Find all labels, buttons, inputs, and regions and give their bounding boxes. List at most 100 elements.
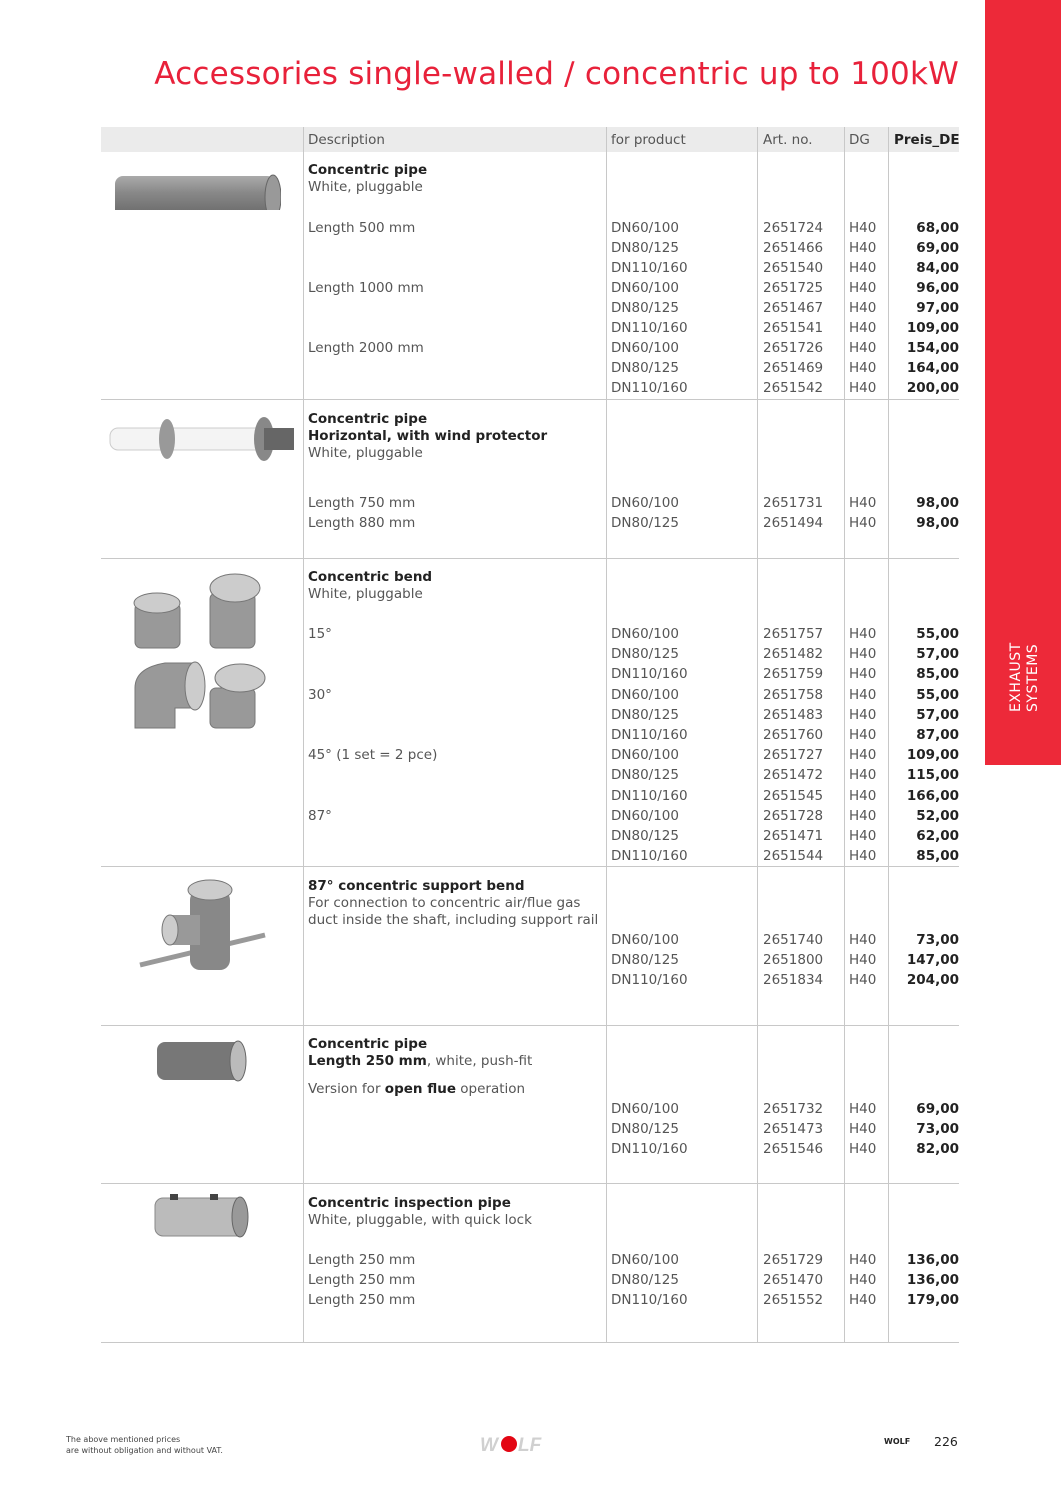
- row-product: DN110/160: [611, 727, 688, 743]
- row-dg: H40: [849, 1101, 877, 1117]
- row-art-no: 2651473: [763, 1121, 824, 1137]
- table-row: DN80/125 2651473 H40 73,00: [0, 1121, 960, 1141]
- row-price: 136,00: [906, 1252, 959, 1268]
- row-product: DN110/160: [611, 972, 688, 988]
- row-divider: [101, 1342, 959, 1343]
- product-title: Concentric pipe: [308, 162, 428, 178]
- row-dg: H40: [849, 952, 877, 968]
- row-art-no: 2651546: [763, 1141, 824, 1157]
- row-art-no: 2651834: [763, 972, 824, 988]
- row-art-no: 2651494: [763, 515, 824, 531]
- row-art-no: 2651727: [763, 747, 824, 764]
- row-product: DN80/125: [611, 828, 679, 844]
- row-dg: H40: [849, 220, 877, 236]
- row-price: 69,00: [916, 240, 959, 256]
- row-divider: [101, 399, 959, 400]
- row-dg: H40: [849, 727, 877, 743]
- table-row: Length 1000 mm DN60/100 2651725 H40 96,00: [0, 280, 960, 300]
- row-dg: H40: [849, 320, 877, 336]
- row-art-no: 2651757: [763, 626, 824, 642]
- row-product: DN80/125: [611, 1272, 679, 1288]
- note-line: The above mentioned prices: [66, 1435, 181, 1444]
- column-divider: [888, 127, 889, 1342]
- description-part: Length 250 mm: [308, 1053, 427, 1069]
- row-art-no: 2651552: [763, 1292, 824, 1308]
- row-price: 164,00: [906, 360, 959, 376]
- row-product: DN80/125: [611, 952, 679, 968]
- table-row: DN80/125 2651471 H40 62,00: [0, 828, 960, 848]
- table-header: Description for product Art. no. DG Prei…: [101, 127, 960, 152]
- row-price: 98,00: [916, 515, 959, 531]
- row-product: DN60/100: [611, 807, 679, 824]
- row-dg: H40: [849, 260, 877, 276]
- row-product: DN110/160: [611, 848, 688, 865]
- description-part: operation: [455, 1081, 526, 1097]
- row-divider: [101, 866, 959, 867]
- row-product: DN60/100: [611, 1252, 679, 1268]
- row-dg: H40: [849, 1121, 877, 1137]
- row-art-no: 2651800: [763, 952, 824, 968]
- row-dg: H40: [849, 300, 877, 316]
- row-art-no: 2651472: [763, 767, 824, 784]
- row-dg: H40: [849, 1252, 877, 1268]
- table-row: DN110/160 2651760 H40 87,00: [0, 727, 960, 747]
- row-description: Length 880 mm: [308, 515, 416, 531]
- row-art-no: 2651731: [763, 495, 824, 511]
- row-product: DN60/100: [611, 495, 679, 511]
- row-dg: H40: [849, 828, 877, 844]
- description-part: Version for: [308, 1081, 385, 1097]
- support-bend-image: [135, 870, 275, 994]
- row-dg: H40: [849, 626, 877, 642]
- row-dg: H40: [849, 340, 877, 356]
- row-product: DN60/100: [611, 932, 679, 948]
- table-row: DN110/160 2651546 H40 82,00: [0, 1141, 960, 1161]
- row-art-no: 2651470: [763, 1272, 824, 1288]
- row-description: Length 500 mm: [308, 220, 416, 236]
- product-description: White, pluggable: [308, 179, 423, 195]
- row-product: DN110/160: [611, 787, 688, 804]
- product-description: For connection to concentric air/flue ga…: [308, 895, 581, 911]
- product-description: White, pluggable, with quick lock: [308, 1212, 532, 1228]
- row-price: 62,00: [916, 828, 959, 844]
- row-dg: H40: [849, 747, 877, 764]
- svg-text:LF: LF: [518, 1435, 542, 1454]
- row-art-no: 2651728: [763, 807, 824, 824]
- row-price: 200,00: [906, 380, 959, 396]
- row-dg: H40: [849, 767, 877, 784]
- row-price: 147,00: [906, 952, 959, 968]
- row-price: 73,00: [916, 932, 959, 948]
- row-description: Length 250 mm: [308, 1272, 416, 1288]
- row-product: DN110/160: [611, 260, 688, 276]
- row-product: DN80/125: [611, 706, 679, 723]
- table-row: 30° DN60/100 2651758 H40 55,00: [0, 687, 960, 707]
- product-title: Concentric pipe: [308, 1036, 428, 1052]
- row-price: 179,00: [906, 1292, 959, 1308]
- row-price: 136,00: [906, 1272, 959, 1288]
- concentric-bends-image: [125, 568, 275, 742]
- row-price: 52,00: [916, 807, 959, 824]
- row-product: DN80/125: [611, 1121, 679, 1137]
- row-dg: H40: [849, 380, 877, 396]
- row-product: DN60/100: [611, 280, 679, 296]
- table-row: DN110/160 2651540 H40 84,00: [0, 260, 960, 280]
- row-description: 87°: [308, 807, 332, 824]
- row-dg: H40: [849, 646, 877, 663]
- row-price: 57,00: [916, 646, 959, 663]
- row-product: DN60/100: [611, 340, 679, 356]
- product-description: Length 250 mm, white, push-fit: [308, 1053, 532, 1070]
- row-price: 154,00: [906, 340, 959, 356]
- table-row: Length 250 mm DN60/100 2651729 H40 136,00: [0, 1252, 960, 1272]
- row-art-no: 2651541: [763, 320, 824, 336]
- row-price: 166,00: [906, 787, 959, 804]
- table-row: DN110/160 2651545 H40 166,00: [0, 788, 960, 808]
- column-divider: [606, 127, 607, 1342]
- row-description: 30°: [308, 686, 332, 703]
- page-title: Accessories single-walled / concentric u…: [154, 56, 959, 92]
- row-description: Length 1000 mm: [308, 280, 424, 296]
- product-description: Horizontal, with wind protector: [308, 428, 548, 444]
- row-art-no: 2651724: [763, 220, 824, 236]
- column-divider: [303, 127, 304, 1342]
- row-product: DN80/125: [611, 360, 679, 376]
- table-row: Length 250 mm DN80/125 2651470 H40 136,00: [0, 1272, 960, 1292]
- row-dg: H40: [849, 706, 877, 723]
